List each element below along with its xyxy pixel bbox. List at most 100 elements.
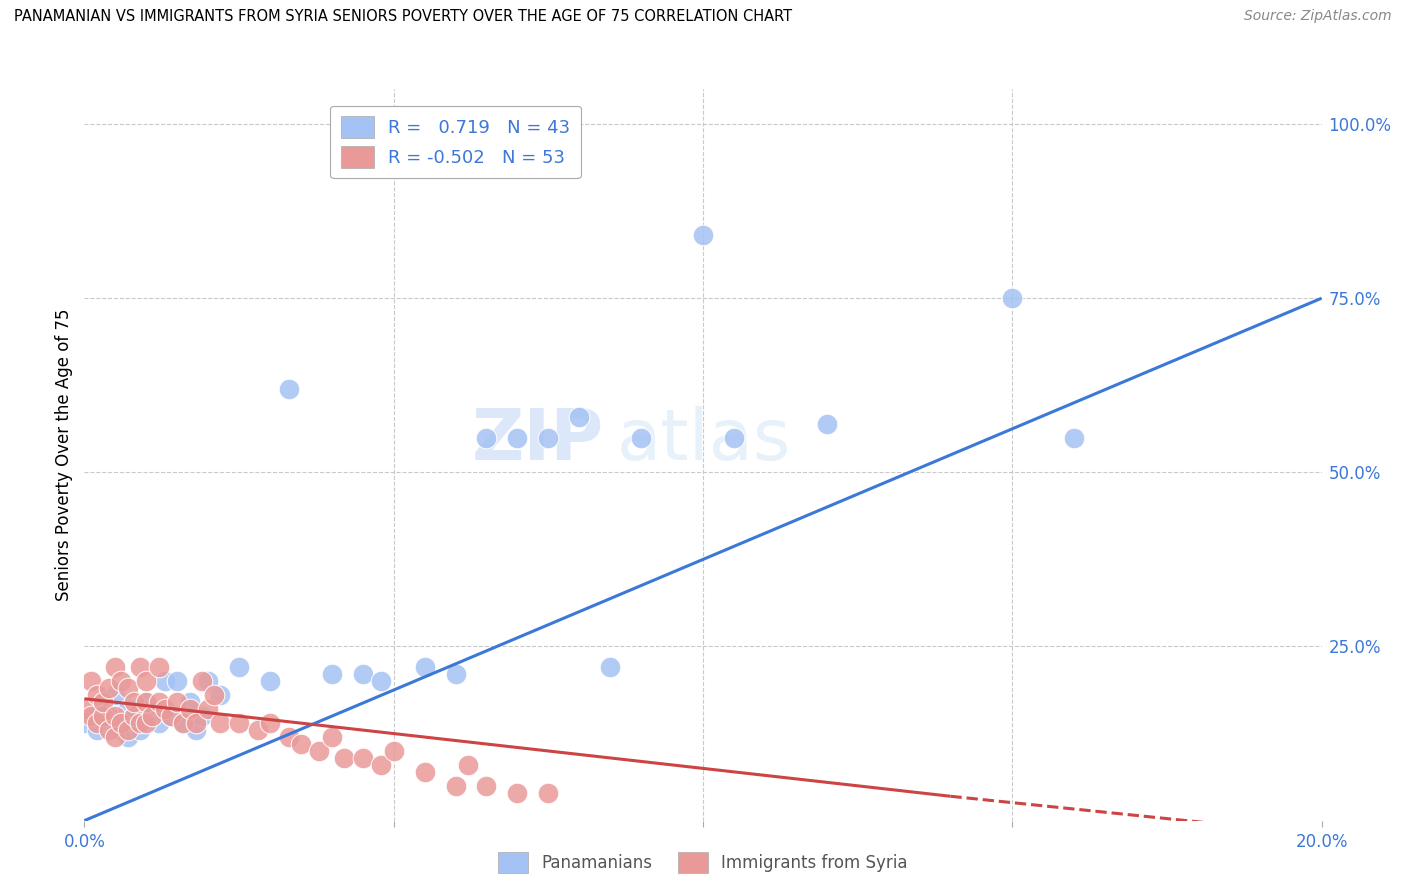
Point xyxy=(153,674,176,689)
Point xyxy=(91,709,114,723)
Point xyxy=(122,695,145,709)
Point xyxy=(104,688,127,702)
Point xyxy=(172,716,194,731)
Point xyxy=(135,674,157,689)
Point xyxy=(166,695,188,709)
Point xyxy=(160,709,183,723)
Point xyxy=(73,716,96,731)
Point xyxy=(122,709,145,723)
Point xyxy=(98,709,121,723)
Point xyxy=(370,758,392,772)
Point xyxy=(352,667,374,681)
Point xyxy=(246,723,269,737)
Text: ZIP: ZIP xyxy=(472,406,605,475)
Point xyxy=(228,716,250,731)
Text: atlas: atlas xyxy=(616,406,790,475)
Point xyxy=(1001,291,1024,305)
Legend: Panamanians, Immigrants from Syria: Panamanians, Immigrants from Syria xyxy=(492,846,914,880)
Text: Source: ZipAtlas.com: Source: ZipAtlas.com xyxy=(1244,9,1392,23)
Point xyxy=(79,709,101,723)
Point xyxy=(166,674,188,689)
Point xyxy=(104,660,127,674)
Point xyxy=(135,716,157,731)
Point xyxy=(86,688,108,702)
Point xyxy=(141,709,163,723)
Point xyxy=(129,660,152,674)
Point xyxy=(141,702,163,716)
Point xyxy=(110,674,132,689)
Point xyxy=(537,786,560,800)
Point xyxy=(259,674,281,689)
Point xyxy=(290,737,312,751)
Point xyxy=(98,723,121,737)
Point xyxy=(91,702,114,716)
Point xyxy=(191,674,214,689)
Point xyxy=(104,716,127,731)
Point xyxy=(352,751,374,765)
Point xyxy=(110,716,132,731)
Point xyxy=(129,716,152,731)
Point xyxy=(197,674,219,689)
Point xyxy=(135,695,157,709)
Point xyxy=(630,430,652,444)
Point xyxy=(153,702,176,716)
Point xyxy=(444,667,467,681)
Point xyxy=(277,382,299,396)
Point xyxy=(475,779,498,793)
Point xyxy=(815,417,838,431)
Point xyxy=(382,744,405,758)
Point xyxy=(444,779,467,793)
Point xyxy=(184,716,207,731)
Point xyxy=(228,660,250,674)
Point xyxy=(599,660,621,674)
Point xyxy=(202,688,225,702)
Point xyxy=(148,716,170,731)
Point xyxy=(370,674,392,689)
Point xyxy=(135,695,157,709)
Text: PANAMANIAN VS IMMIGRANTS FROM SYRIA SENIORS POVERTY OVER THE AGE OF 75 CORRELATI: PANAMANIAN VS IMMIGRANTS FROM SYRIA SENI… xyxy=(14,9,792,24)
Point xyxy=(321,667,343,681)
Point xyxy=(457,758,479,772)
Point xyxy=(104,730,127,744)
Point xyxy=(86,716,108,731)
Point xyxy=(98,681,121,696)
Point xyxy=(209,716,232,731)
Point xyxy=(197,702,219,716)
Point xyxy=(692,228,714,243)
Point xyxy=(259,716,281,731)
Point xyxy=(506,430,529,444)
Point xyxy=(148,660,170,674)
Point xyxy=(117,723,139,737)
Legend: R =   0.719   N = 43, R = -0.502   N = 53: R = 0.719 N = 43, R = -0.502 N = 53 xyxy=(330,105,581,178)
Point xyxy=(110,723,132,737)
Point xyxy=(475,430,498,444)
Point xyxy=(537,430,560,444)
Point xyxy=(179,702,201,716)
Point xyxy=(308,744,330,758)
Point xyxy=(723,430,745,444)
Point xyxy=(79,674,101,689)
Point xyxy=(91,695,114,709)
Point xyxy=(1063,430,1085,444)
Point xyxy=(209,688,232,702)
Point xyxy=(172,716,194,731)
Point xyxy=(117,730,139,744)
Point xyxy=(184,723,207,737)
Point xyxy=(129,723,152,737)
Point xyxy=(160,709,183,723)
Point xyxy=(86,723,108,737)
Point xyxy=(321,730,343,744)
Point xyxy=(148,695,170,709)
Point xyxy=(104,709,127,723)
Point xyxy=(73,702,96,716)
Point xyxy=(117,702,139,716)
Point xyxy=(179,695,201,709)
Point xyxy=(135,709,157,723)
Point xyxy=(413,660,436,674)
Point xyxy=(333,751,356,765)
Point xyxy=(413,764,436,779)
Point xyxy=(191,709,214,723)
Point xyxy=(122,709,145,723)
Point xyxy=(506,786,529,800)
Point xyxy=(277,730,299,744)
